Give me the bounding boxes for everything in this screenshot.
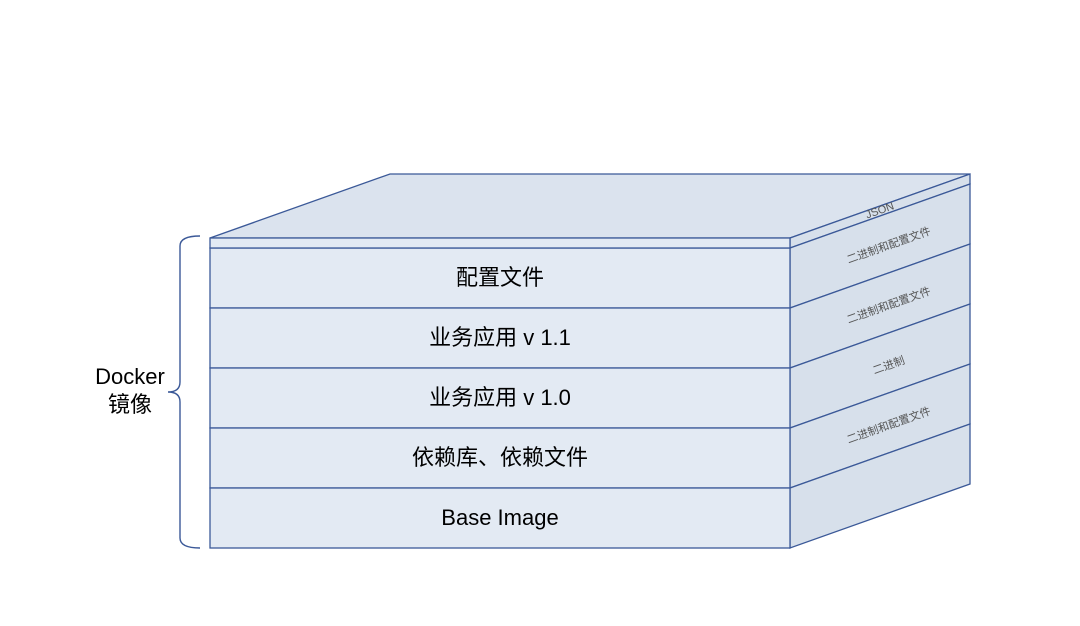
front-label-2: 业务应用 v 1.0 xyxy=(429,385,571,410)
front-label-0: Base Image xyxy=(441,505,558,530)
front-top-strip xyxy=(210,238,790,248)
caption-line-1: Docker xyxy=(95,364,165,389)
front-label-1: 依赖库、依赖文件 xyxy=(412,445,588,470)
caption-line-2: 镜像 xyxy=(108,392,152,417)
front-label-4: 配置文件 xyxy=(456,265,544,290)
brace xyxy=(168,236,200,548)
front-label-3: 业务应用 v 1.1 xyxy=(429,325,571,350)
